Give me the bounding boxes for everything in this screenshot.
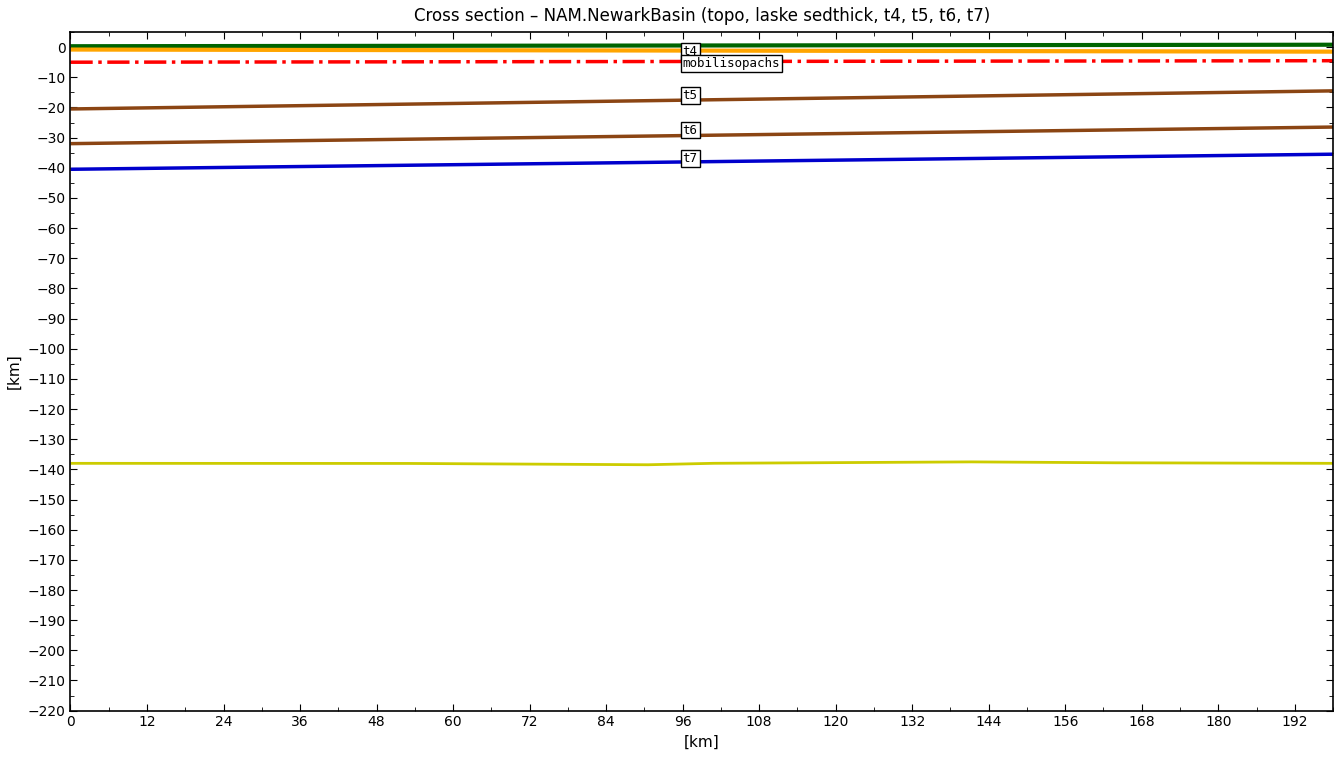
Text: mobilisopachs: mobilisopachs xyxy=(682,58,780,70)
Text: t7: t7 xyxy=(682,152,698,165)
Title: Cross section – NAM.NewarkBasin (topo, laske sedthick, t4, t5, t6, t7): Cross section – NAM.NewarkBasin (topo, l… xyxy=(414,7,990,25)
Text: t4: t4 xyxy=(682,45,698,58)
Text: t6: t6 xyxy=(682,123,698,136)
Y-axis label: [km]: [km] xyxy=(7,354,21,389)
X-axis label: [km]: [km] xyxy=(683,735,720,750)
Text: t5: t5 xyxy=(682,89,698,102)
